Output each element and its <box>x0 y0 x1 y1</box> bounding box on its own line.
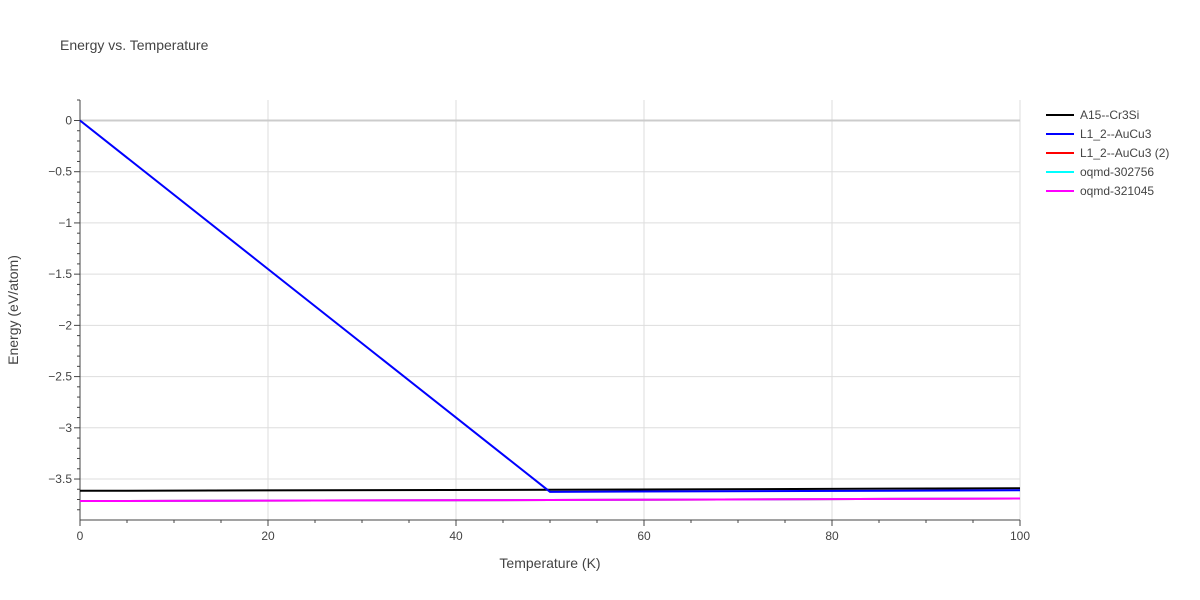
grid <box>80 100 1021 520</box>
series-line-1 <box>79 119 1021 493</box>
x-tick-label: 60 <box>637 529 651 543</box>
series-line-0 <box>79 487 1021 492</box>
x-tick-label: 80 <box>825 529 839 543</box>
legend-label-1: L1_2--AuCu3 <box>1080 127 1152 141</box>
y-tick-label: −0.5 <box>48 165 72 179</box>
legend-label-3: oqmd-302756 <box>1080 165 1154 179</box>
x-tick-label: 100 <box>1010 529 1030 543</box>
y-tick-label: −1.5 <box>48 267 72 281</box>
y-tick-label: −2.5 <box>48 370 72 384</box>
chart-title: Energy vs. Temperature <box>60 37 209 53</box>
y-tick-label: 0 <box>65 113 72 127</box>
x-axis-title: Temperature (K) <box>499 555 600 571</box>
legend-label-2: L1_2--AuCu3 (2) <box>1080 146 1169 160</box>
series-line-4 <box>79 497 1021 503</box>
plot-lines <box>79 119 1021 503</box>
legend-label-4: oqmd-321045 <box>1080 184 1154 198</box>
x-tick-label: 40 <box>449 529 463 543</box>
y-tick-label: −3 <box>58 421 72 435</box>
x-tick-label: 0 <box>77 529 84 543</box>
y-tick-label: −2 <box>58 318 72 332</box>
legend-label-0: A15--Cr3Si <box>1080 108 1139 122</box>
y-axis-title: Energy (eV/atom) <box>5 255 21 365</box>
x-tick-label: 20 <box>261 529 275 543</box>
legend: A15--Cr3Si L1_2--AuCu3 L1_2--AuCu3 (2) oqmd… <box>1046 108 1169 198</box>
axes: 0 20 40 60 80 100 0 −0.5 −1 −1.5 −2 −2.5 −3 −3.5 <box>48 99 1030 543</box>
y-tick-label: −3.5 <box>48 472 72 486</box>
y-tick-label: −1 <box>58 216 72 230</box>
